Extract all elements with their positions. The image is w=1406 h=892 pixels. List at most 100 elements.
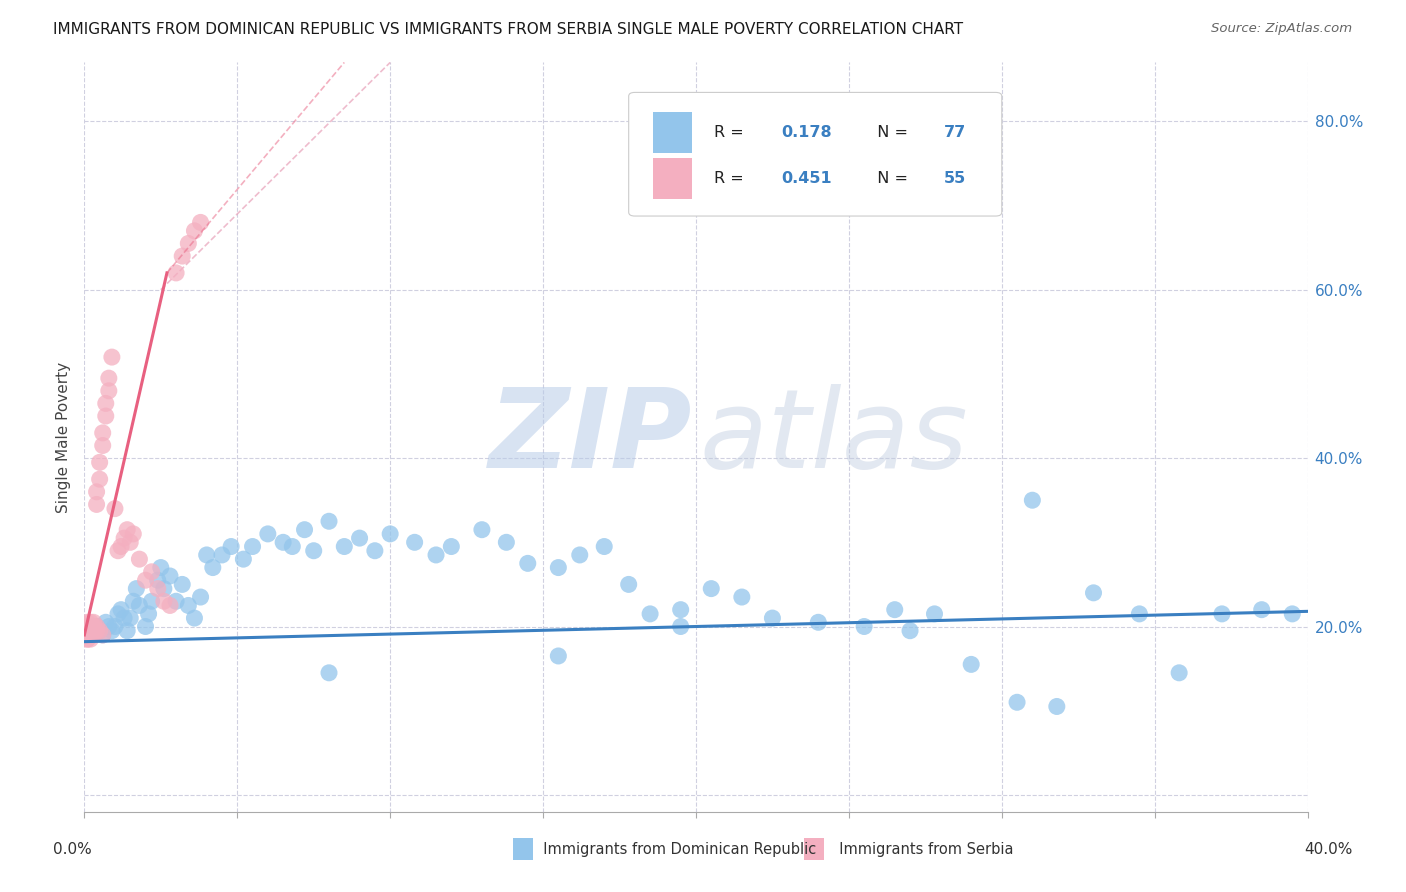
Point bbox=[115, 624, 138, 638]
Point bbox=[159, 569, 181, 583]
Point bbox=[76, 624, 98, 638]
Point bbox=[79, 624, 101, 638]
Y-axis label: Single Male Poverty: Single Male Poverty bbox=[56, 361, 72, 513]
Bar bbox=[654, 158, 692, 199]
Point bbox=[141, 565, 163, 579]
Text: Immigrants from Dominican Republic: Immigrants from Dominican Republic bbox=[534, 842, 817, 856]
Point bbox=[547, 560, 569, 574]
Point bbox=[83, 615, 105, 630]
Point bbox=[495, 535, 517, 549]
Text: IMMIGRANTS FROM DOMINICAN REPUBLIC VS IMMIGRANTS FROM SERBIA SINGLE MALE POVERTY: IMMIGRANTS FROM DOMINICAN REPUBLIC VS IM… bbox=[53, 22, 963, 37]
Point bbox=[257, 527, 280, 541]
Text: R =: R = bbox=[714, 125, 749, 140]
Point bbox=[138, 607, 160, 621]
Point bbox=[547, 648, 569, 663]
Point bbox=[302, 543, 325, 558]
Point bbox=[125, 582, 148, 596]
Bar bbox=[654, 112, 692, 153]
Point bbox=[183, 224, 205, 238]
Text: Immigrants from Serbia: Immigrants from Serbia bbox=[830, 842, 1014, 856]
Text: 0.451: 0.451 bbox=[782, 171, 832, 186]
Point bbox=[1250, 602, 1272, 616]
Point bbox=[924, 607, 946, 621]
Point bbox=[1281, 607, 1303, 621]
Point bbox=[281, 540, 304, 554]
Point bbox=[195, 548, 218, 562]
Point bbox=[76, 628, 98, 642]
Point bbox=[120, 535, 142, 549]
Text: 77: 77 bbox=[945, 125, 966, 140]
Point bbox=[76, 624, 98, 638]
Point bbox=[853, 619, 876, 633]
Point bbox=[89, 624, 111, 638]
Point bbox=[1021, 493, 1043, 508]
Point bbox=[1128, 607, 1150, 621]
Point bbox=[94, 396, 117, 410]
Point bbox=[190, 590, 212, 604]
Point bbox=[107, 543, 129, 558]
Point bbox=[91, 438, 114, 452]
Point bbox=[120, 611, 142, 625]
Point bbox=[425, 548, 447, 562]
Point bbox=[669, 619, 692, 633]
Point bbox=[1046, 699, 1069, 714]
Text: ZIP: ZIP bbox=[489, 384, 692, 491]
Point bbox=[135, 619, 157, 633]
Point bbox=[153, 582, 176, 596]
Point bbox=[242, 540, 264, 554]
Point bbox=[101, 624, 124, 638]
Point bbox=[79, 624, 101, 638]
Point bbox=[1083, 586, 1105, 600]
Point bbox=[94, 409, 117, 423]
Point bbox=[190, 215, 212, 229]
Point bbox=[86, 624, 108, 638]
Point bbox=[122, 594, 145, 608]
Point bbox=[172, 577, 194, 591]
Point bbox=[76, 632, 98, 647]
Point bbox=[83, 624, 105, 638]
Point bbox=[807, 615, 830, 630]
Text: 0.178: 0.178 bbox=[782, 125, 832, 140]
Point bbox=[960, 657, 983, 672]
Text: 55: 55 bbox=[945, 171, 966, 186]
FancyBboxPatch shape bbox=[628, 93, 1002, 216]
Point bbox=[146, 582, 169, 596]
Point bbox=[97, 619, 120, 633]
Point bbox=[110, 540, 132, 554]
Point bbox=[516, 557, 538, 571]
Text: N =: N = bbox=[868, 125, 914, 140]
Point bbox=[177, 236, 200, 251]
Point bbox=[115, 523, 138, 537]
Point bbox=[364, 543, 387, 558]
Point bbox=[700, 582, 723, 596]
Point bbox=[122, 527, 145, 541]
Point bbox=[76, 624, 98, 638]
Point bbox=[638, 607, 661, 621]
Text: atlas: atlas bbox=[700, 384, 969, 491]
Point bbox=[112, 611, 135, 625]
Point bbox=[1168, 665, 1191, 680]
Point bbox=[232, 552, 254, 566]
Point bbox=[83, 619, 105, 633]
Point bbox=[318, 665, 340, 680]
Point bbox=[79, 619, 101, 633]
Point bbox=[135, 573, 157, 587]
Point bbox=[79, 619, 101, 633]
Point bbox=[128, 552, 150, 566]
Text: Source: ZipAtlas.com: Source: ZipAtlas.com bbox=[1212, 22, 1353, 36]
Point bbox=[165, 594, 187, 608]
Point bbox=[76, 628, 98, 642]
Point bbox=[172, 249, 194, 263]
Point bbox=[86, 484, 108, 499]
Point bbox=[159, 599, 181, 613]
Point bbox=[211, 548, 233, 562]
Point bbox=[76, 615, 98, 630]
Point bbox=[141, 594, 163, 608]
Text: 0.0%: 0.0% bbox=[53, 842, 93, 856]
Point bbox=[1211, 607, 1233, 621]
Point bbox=[76, 632, 98, 647]
Point bbox=[101, 350, 124, 364]
Point bbox=[201, 560, 224, 574]
Point bbox=[146, 573, 169, 587]
Point bbox=[89, 624, 111, 638]
